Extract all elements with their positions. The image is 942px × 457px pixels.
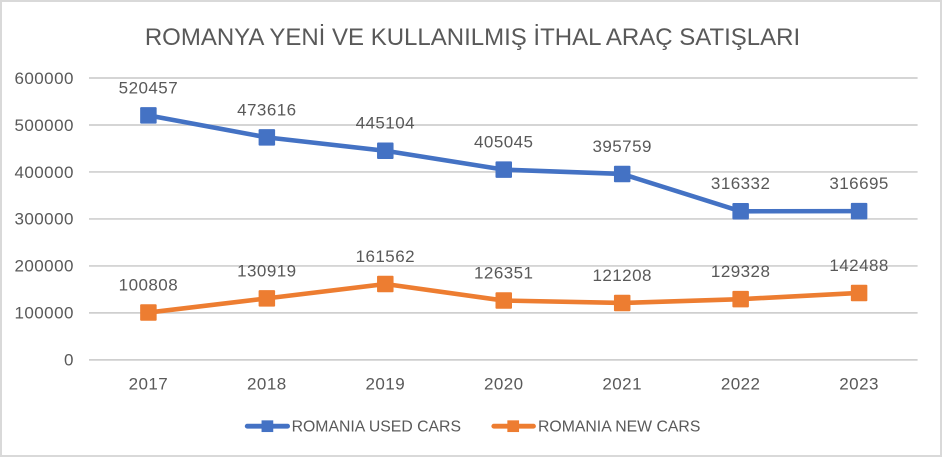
svg-text:161562: 161562 bbox=[356, 247, 415, 266]
svg-text:2020: 2020 bbox=[484, 374, 524, 393]
svg-text:ROMANIA NEW CARS: ROMANIA NEW CARS bbox=[538, 419, 700, 436]
svg-text:142488: 142488 bbox=[829, 256, 888, 275]
svg-text:520457: 520457 bbox=[119, 78, 178, 97]
svg-text:395759: 395759 bbox=[592, 137, 651, 156]
svg-text:600000: 600000 bbox=[14, 69, 73, 88]
svg-text:445104: 445104 bbox=[356, 114, 415, 133]
svg-text:200000: 200000 bbox=[14, 257, 73, 276]
svg-text:2021: 2021 bbox=[602, 374, 642, 393]
svg-text:129328: 129328 bbox=[711, 262, 770, 281]
svg-text:405045: 405045 bbox=[474, 133, 533, 152]
svg-text:2019: 2019 bbox=[365, 374, 405, 393]
svg-text:316695: 316695 bbox=[829, 174, 888, 193]
svg-text:400000: 400000 bbox=[14, 163, 73, 182]
svg-text:ROMANYA YENİ VE KULLANILMIŞ İT: ROMANYA YENİ VE KULLANILMIŞ İTHAL ARAÇ S… bbox=[145, 24, 800, 51]
svg-text:473616: 473616 bbox=[237, 100, 296, 119]
svg-text:100000: 100000 bbox=[14, 304, 73, 323]
svg-text:ROMANIA USED CARS: ROMANIA USED CARS bbox=[292, 419, 461, 436]
svg-text:2017: 2017 bbox=[129, 374, 169, 393]
svg-text:2018: 2018 bbox=[247, 374, 287, 393]
svg-text:130919: 130919 bbox=[237, 261, 296, 280]
svg-text:0: 0 bbox=[64, 351, 74, 370]
svg-text:121208: 121208 bbox=[592, 266, 651, 285]
svg-text:100808: 100808 bbox=[119, 275, 178, 294]
svg-text:500000: 500000 bbox=[14, 116, 73, 135]
svg-text:126351: 126351 bbox=[474, 263, 533, 282]
svg-text:2023: 2023 bbox=[839, 374, 879, 393]
svg-text:300000: 300000 bbox=[14, 210, 73, 229]
svg-text:2022: 2022 bbox=[721, 374, 761, 393]
svg-text:316332: 316332 bbox=[711, 174, 770, 193]
